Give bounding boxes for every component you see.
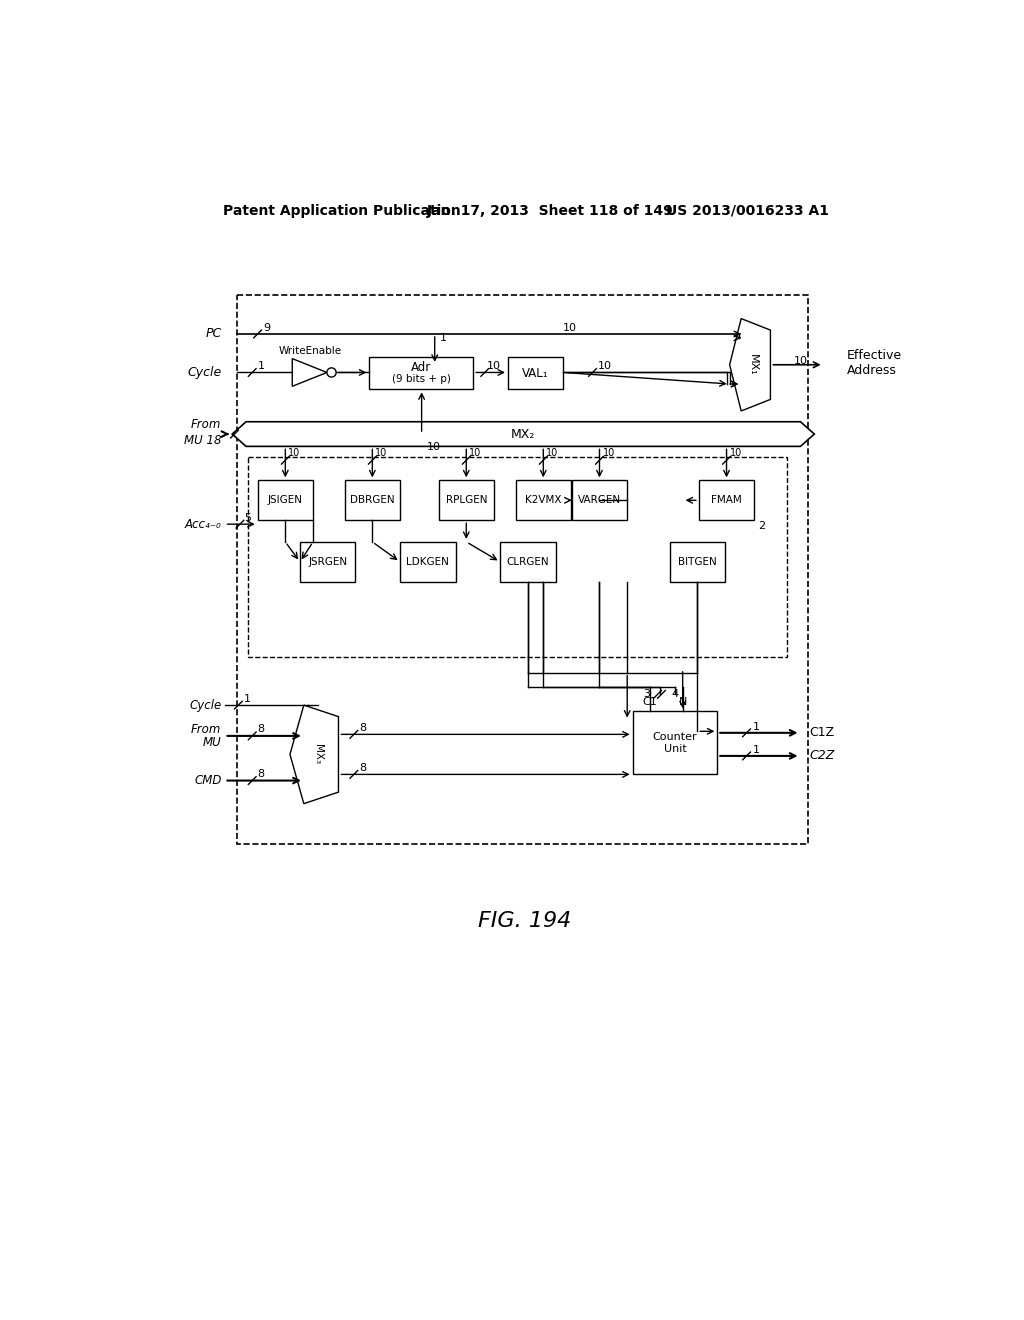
Bar [500, 543, 556, 582]
Text: 1: 1 [244, 694, 251, 704]
Polygon shape [292, 359, 327, 387]
Text: 1: 1 [753, 722, 760, 731]
Bar [515, 480, 571, 520]
Text: MU: MU [203, 735, 221, 748]
Text: FIG. 194: FIG. 194 [478, 911, 571, 931]
Text: Counter: Counter [652, 731, 697, 742]
Text: From: From [191, 723, 221, 737]
Text: Effective: Effective [847, 348, 902, 362]
Text: K2VMX: K2VMX [525, 495, 561, 506]
Bar [508, 358, 563, 389]
Text: Address: Address [847, 364, 897, 378]
Text: LDKGEN: LDKGEN [407, 557, 450, 566]
Polygon shape [232, 422, 814, 446]
Text: US 2013/0016233 A1: US 2013/0016233 A1 [666, 203, 828, 218]
Text: Unit: Unit [664, 744, 686, 754]
Text: RPLGEN: RPLGEN [445, 495, 487, 506]
Polygon shape [290, 705, 339, 804]
Text: Cycle: Cycle [187, 366, 221, 379]
Bar [237, 296, 808, 843]
Text: 10: 10 [376, 447, 388, 458]
Text: VAL₁: VAL₁ [522, 367, 549, 380]
Text: MX₂: MX₂ [511, 428, 536, 441]
Bar [698, 480, 755, 520]
Text: 10: 10 [730, 447, 741, 458]
Bar [438, 480, 494, 520]
Text: 1: 1 [258, 362, 264, 371]
Text: 1: 1 [440, 333, 447, 343]
Text: CMD: CMD [194, 774, 221, 787]
Text: FMAM: FMAM [711, 495, 742, 506]
Text: 8: 8 [359, 723, 367, 733]
Text: 4: 4 [672, 689, 679, 700]
Text: Acc₄₋₀: Acc₄₋₀ [184, 517, 221, 531]
Bar [300, 543, 355, 582]
Text: 10: 10 [602, 447, 614, 458]
Text: 10: 10 [562, 323, 577, 333]
Bar [400, 543, 456, 582]
Text: C1Z: C1Z [810, 726, 835, 739]
Bar [345, 480, 400, 520]
Text: 3: 3 [643, 689, 650, 700]
Text: 8: 8 [359, 763, 367, 774]
Text: MX₁: MX₁ [748, 354, 758, 376]
Text: 10: 10 [547, 447, 559, 458]
Text: From: From [191, 418, 221, 432]
Text: 9: 9 [263, 323, 270, 333]
Text: WriteEnable: WriteEnable [279, 346, 342, 356]
Text: CLRGEN: CLRGEN [507, 557, 549, 566]
Text: 1: 1 [753, 744, 760, 755]
Text: PC: PC [205, 327, 221, 341]
Text: 10: 10 [427, 442, 441, 453]
Text: DBRGEN: DBRGEN [350, 495, 394, 506]
Text: 8: 8 [258, 723, 265, 734]
Text: 10: 10 [469, 447, 481, 458]
Text: VARGEN: VARGEN [578, 495, 621, 506]
Circle shape [327, 368, 336, 378]
Text: N: N [679, 697, 687, 708]
Polygon shape [730, 318, 770, 411]
Text: JSIGEN: JSIGEN [268, 495, 303, 506]
Bar [633, 711, 717, 775]
Text: 2: 2 [758, 521, 765, 532]
Text: C2Z: C2Z [810, 750, 836, 763]
Text: 10: 10 [794, 356, 808, 366]
Text: C1: C1 [642, 697, 657, 708]
Bar [258, 480, 313, 520]
Text: BITGEN: BITGEN [678, 557, 717, 566]
Text: MX₃: MX₃ [312, 744, 323, 764]
Text: JSRGEN: JSRGEN [308, 557, 347, 566]
Text: 10: 10 [598, 362, 612, 371]
Bar [571, 480, 628, 520]
Text: Cycle: Cycle [189, 698, 221, 711]
Bar [248, 457, 786, 657]
Text: MU 18: MU 18 [184, 434, 221, 446]
Text: (9 bits + p): (9 bits + p) [392, 374, 451, 384]
Text: Patent Application Publication: Patent Application Publication [223, 203, 461, 218]
Bar [370, 358, 473, 389]
Text: 5: 5 [244, 513, 251, 523]
Text: 10: 10 [487, 362, 501, 371]
Text: 10: 10 [289, 447, 301, 458]
Text: 8: 8 [258, 768, 265, 779]
Text: Adr: Adr [411, 362, 431, 375]
Text: Jan. 17, 2013  Sheet 118 of 149: Jan. 17, 2013 Sheet 118 of 149 [427, 203, 674, 218]
Bar [670, 543, 725, 582]
